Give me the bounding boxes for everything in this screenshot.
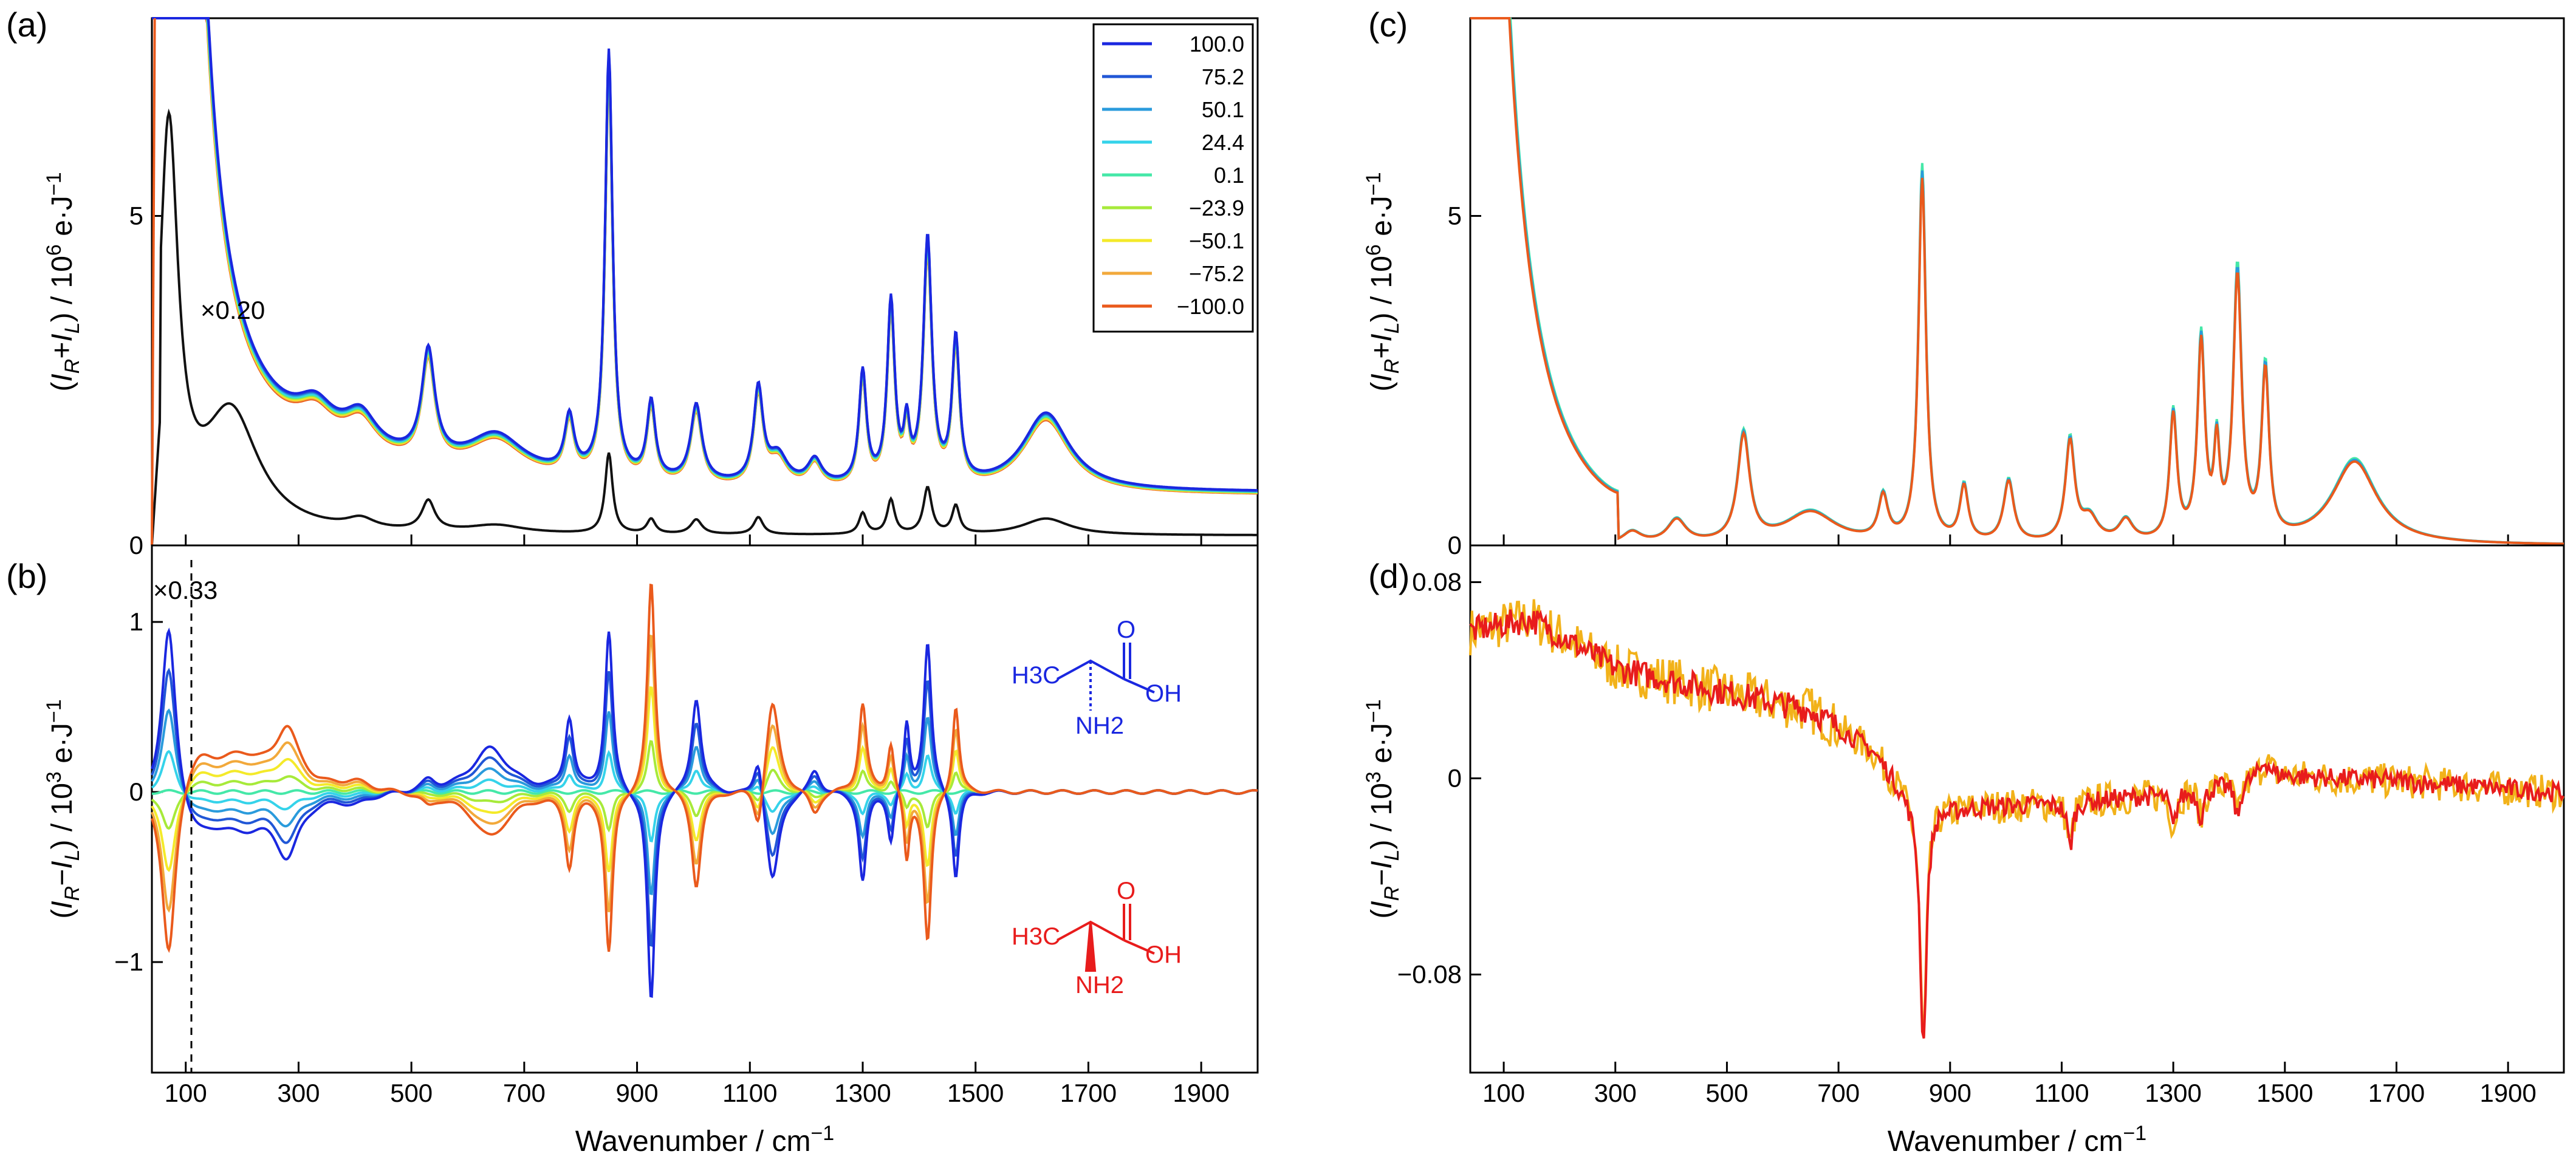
xtick-label-d-300: 300 <box>1594 1079 1637 1107</box>
xtick-label-d-1300: 1300 <box>2145 1079 2201 1107</box>
panel-b-series <box>151 583 1258 998</box>
panel-a-label: (a) <box>6 5 47 44</box>
l-alanine-o: O <box>1117 878 1136 904</box>
panel-c-ylabel: (IR+IL) / 106 e·J−1 <box>1362 172 1403 391</box>
d-alanine-oh: OH <box>1145 680 1182 707</box>
raman-series-−50.1 <box>152 17 1258 494</box>
xtick-label-d-1900: 1900 <box>2479 1079 2536 1107</box>
xtick-label-d-500: 500 <box>1705 1079 1748 1107</box>
raman-series-−23.9 <box>152 17 1258 494</box>
legend-entry-4: 0.1 <box>1214 163 1244 188</box>
legend-entry-6: −50.1 <box>1189 228 1244 253</box>
xtick-label-b-1500: 1500 <box>947 1079 1004 1107</box>
panel-c-frame <box>1469 17 2565 547</box>
panel-a-ticks: 05 <box>129 202 1202 559</box>
panel-a: (a) 05 ×0.20 100.075.250.124.40.1−23.9−5… <box>6 5 1259 559</box>
panel-d-ylabel: (IR−IL) / 103 e·J−1 <box>1362 699 1403 918</box>
xtick-label-b-500: 500 <box>390 1079 433 1107</box>
panel-d-xlabel: Wavenumber / cm−1 <box>1888 1122 2146 1158</box>
panel-d-ticks: 100 300 500 700 900 1100 1300 1500 1700 1900 −0.08… <box>1397 568 2537 1107</box>
ytick-label-b-2: 1 <box>129 607 143 636</box>
xtick-label-b-100: 100 <box>165 1079 207 1107</box>
xtick-label-d-700: 700 <box>1817 1079 1860 1107</box>
panel-d: (d) 100 300 500 700 900 1100 1300 1500 1700 1900 −… <box>1362 544 2565 1158</box>
xtick-label-b-900: 900 <box>616 1079 659 1107</box>
panel-b-ticks: 100 300 500 700 900 1100 1300 1500 1700 1900 −1 0 1 <box>114 607 1230 1107</box>
d-alanine-nh2: NH2 <box>1075 712 1124 739</box>
l-alanine-structure <box>1057 904 1155 972</box>
l-alanine-oh-bond <box>1123 939 1155 955</box>
legend-entry-3: 24.4 <box>1202 130 1244 155</box>
xtick-label-b-1100: 1100 <box>722 1079 777 1107</box>
ytick-label-c-1: 5 <box>1448 202 1462 230</box>
l-alanine-oh: OH <box>1145 941 1182 968</box>
raman-series-0.1 <box>152 17 1258 493</box>
l-alanine-nh2: NH2 <box>1075 972 1124 999</box>
l-alanine-ch3: H3C <box>1012 923 1060 950</box>
legend-entry-8: −100.0 <box>1177 294 1244 319</box>
ytick-label-b-0: −1 <box>114 947 143 976</box>
panel-b-frame <box>151 544 1259 1074</box>
ytick-label-c-0: 0 <box>1448 531 1462 559</box>
xtick-label-d-100: 100 <box>1482 1079 1525 1107</box>
d-alanine-oh-bond <box>1123 678 1155 694</box>
panel-b-ylabel: (IR−IL) / 103 e·J−1 <box>43 699 84 918</box>
xtick-label-b-300: 300 <box>277 1079 320 1107</box>
roa-series--100 <box>151 583 1258 953</box>
raman-series-100.0 <box>152 17 1258 492</box>
ytick-label-b-1: 0 <box>129 777 143 806</box>
d-alanine-o: O <box>1117 616 1136 643</box>
panel-a-ylabel: (IR+IL) / 106 e·J−1 <box>43 172 84 391</box>
corrected-raman-series-1 <box>1470 17 2564 545</box>
panel-b-xlabel: Wavenumber / cm−1 <box>575 1122 834 1158</box>
legend-entry-1: 75.2 <box>1202 64 1244 89</box>
raman-series-50.1 <box>152 17 1258 493</box>
corrected-raman-series-2 <box>1470 17 2564 545</box>
raman-series-24.4 <box>152 17 1258 493</box>
xtick-label-d-900: 900 <box>1929 1079 1971 1107</box>
d-alanine-structure <box>1057 643 1155 711</box>
xtick-label-d-1500: 1500 <box>2256 1079 2313 1107</box>
panel-d-series <box>1469 599 2564 1039</box>
ytick-label-a-1: 5 <box>129 202 143 230</box>
d-alanine-ch3: H3C <box>1012 662 1060 689</box>
corrected-raman-series-0 <box>1470 17 2564 545</box>
legend-entry-2: 50.1 <box>1202 97 1244 122</box>
raman-series-−100.0 <box>152 17 1258 495</box>
rayleigh-edge <box>151 18 156 546</box>
xtick-label-d-1700: 1700 <box>2368 1079 2425 1107</box>
panel-a-series <box>151 17 1258 546</box>
xtick-label-b-700: 700 <box>503 1079 546 1107</box>
panel-c-label: (c) <box>1368 5 1408 44</box>
panel-a-frame <box>151 17 1259 547</box>
panel-b: (b) 100 300 500 700 900 1100 1300 1500 1700 1900 −… <box>6 544 1259 1158</box>
legend-entry-7: −75.2 <box>1189 261 1244 286</box>
panel-c: (c) 05 (IR+IL) / 106 e·J−1 <box>1362 5 2565 559</box>
xtick-label-b-1700: 1700 <box>1060 1079 1117 1107</box>
panel-d-label: (d) <box>1368 557 1410 595</box>
panel-c-ticks: 05 <box>1448 202 2509 559</box>
legend-entry-0: 100.0 <box>1190 32 1244 56</box>
panel-d-frame <box>1469 544 2565 1074</box>
difference-series-1 <box>1469 609 2564 1039</box>
xtick-label-d-1100: 1100 <box>2034 1079 2089 1107</box>
ytick-label-d-1: 0 <box>1448 764 1462 793</box>
ytick-label-d-2: 0.08 <box>1412 568 1462 596</box>
scale-annotation-a: ×0.20 <box>200 296 265 324</box>
raman-series-−75.2 <box>152 17 1258 494</box>
panel-b-label: (b) <box>6 557 47 595</box>
legend: 100.0 75.2 50.1 24.4 0.1 −23.9 −50.1 −75.2 −100.… <box>1092 23 1254 333</box>
xtick-label-b-1300: 1300 <box>834 1079 891 1107</box>
xtick-label-b-1900: 1900 <box>1173 1079 1229 1107</box>
ytick-label-d-0: −0.08 <box>1397 960 1462 989</box>
panel-c-series <box>1470 17 2564 545</box>
legend-entry-5: −23.9 <box>1189 196 1244 220</box>
l-alanine-wedge <box>1084 921 1097 972</box>
scale-annotation-b: ×0.33 <box>153 576 218 604</box>
raman-black-series <box>151 108 1258 546</box>
ytick-label-a-0: 0 <box>129 531 143 559</box>
raman-series-75.2 <box>152 17 1258 492</box>
